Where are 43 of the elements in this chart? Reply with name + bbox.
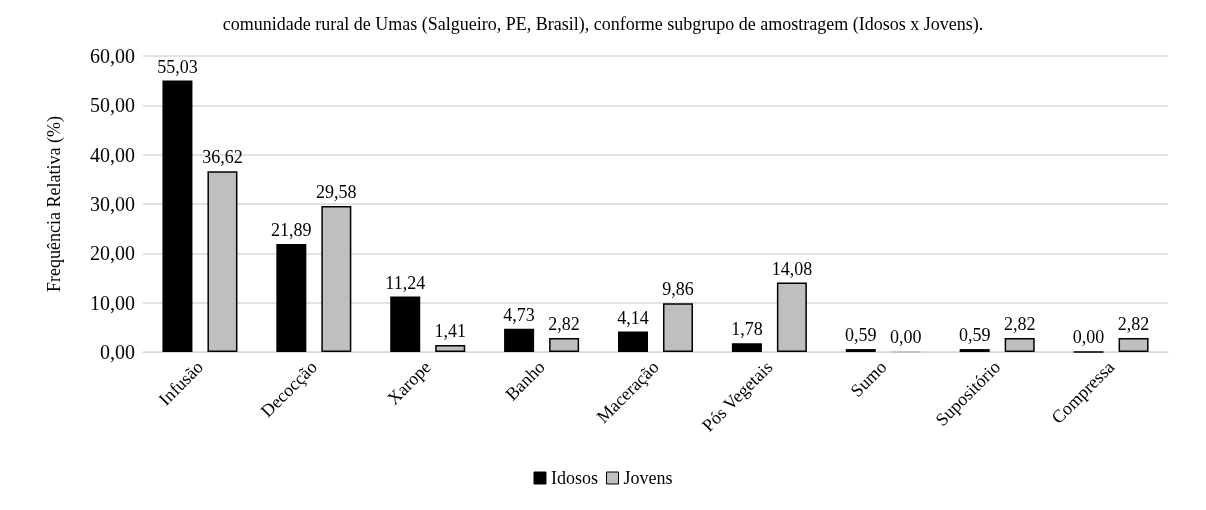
data-label: 0,59 [958,325,991,346]
data-label: 21,89 [271,220,312,241]
data-label: 29,58 [316,182,357,203]
bar [618,331,648,352]
data-label: 4,14 [617,307,649,328]
y-tick-label: 20,00 [90,242,135,265]
data-label: 1,41 [434,321,466,342]
data-label: 36,62 [202,147,243,168]
bar [435,345,466,352]
bar [207,171,238,352]
data-label: 9,86 [662,279,694,300]
data-label: 2,82 [548,314,580,335]
data-label: 2,82 [1117,314,1150,335]
legend-label: Jovens [623,468,673,488]
data-label: 4,73 [503,304,535,325]
y-tick-label: 10,00 [90,291,135,314]
bar [390,296,421,352]
y-tick-label: 60,00 [90,45,135,67]
y-tick-label: 40,00 [90,143,135,166]
bar [731,343,762,352]
y-axis-title: Frequência Relativa (%) [44,116,65,292]
legend-label: Idosos [551,468,599,488]
bar [504,328,535,352]
bar [1118,338,1149,352]
y-tick-label: 0,00 [100,341,135,363]
bar [162,80,193,352]
chart-title: comunidade rural de Umas (Salgueiro, PE, Brasil), conforme subgrupo de amostragem (Idosos x Jovens). [222,14,984,35]
bar [776,282,807,352]
data-label: 11,24 [385,272,426,293]
bar [663,303,693,352]
bar [321,206,352,352]
data-label: 2,82 [1003,314,1036,335]
data-label: 55,03 [157,56,198,77]
data-label: 1,78 [731,319,763,340]
bar [549,338,580,352]
bar [1004,338,1035,352]
data-label: 0,00 [890,327,922,348]
bar [276,244,307,352]
data-label: 14,08 [771,258,813,279]
data-label: 0,59 [845,325,877,346]
y-tick-label: 30,00 [90,193,135,215]
data-label: 0,00 [1072,327,1105,348]
y-tick-label: 50,00 [90,94,135,117]
